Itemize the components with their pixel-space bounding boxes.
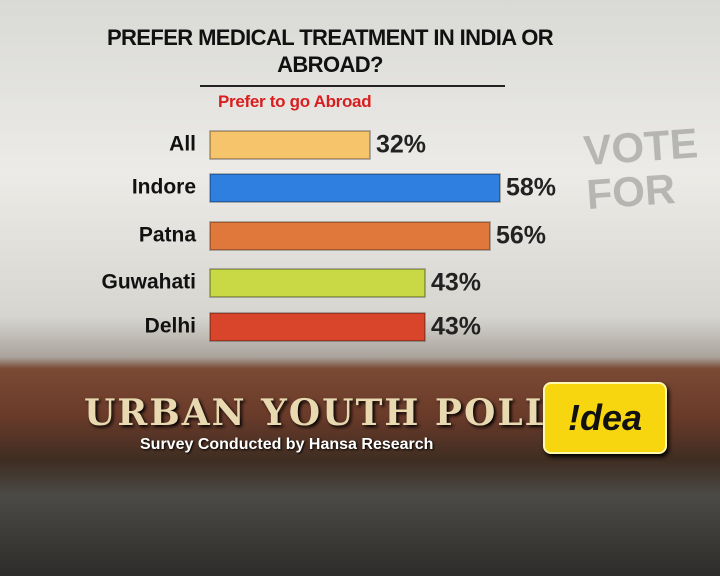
category-label: Indore	[132, 176, 196, 199]
brand-logo: !dea	[543, 382, 667, 454]
value-label: 32%	[376, 131, 426, 159]
category-label: Delhi	[145, 315, 196, 338]
value-label: 56%	[496, 222, 546, 250]
chart-subtitle: Prefer to go Abroad	[218, 92, 372, 111]
title-rule	[200, 85, 505, 87]
value-label: 58%	[506, 174, 556, 202]
bar	[209, 268, 426, 298]
category-label: All	[169, 133, 196, 156]
bar	[209, 173, 501, 203]
category-label: Guwahati	[101, 271, 196, 294]
chart-title: PREFER MEDICAL TREATMENT IN INDIA OR ABR…	[106, 25, 554, 77]
bar	[209, 221, 491, 251]
value-label: 43%	[431, 313, 481, 341]
banner-credit: Survey Conducted by Hansa Research	[140, 436, 434, 453]
bar	[209, 130, 371, 160]
category-label: Patna	[139, 224, 197, 247]
value-label: 43%	[431, 269, 481, 297]
banner-title: URBAN YOUTH POLL	[84, 392, 552, 434]
bar	[209, 312, 426, 342]
